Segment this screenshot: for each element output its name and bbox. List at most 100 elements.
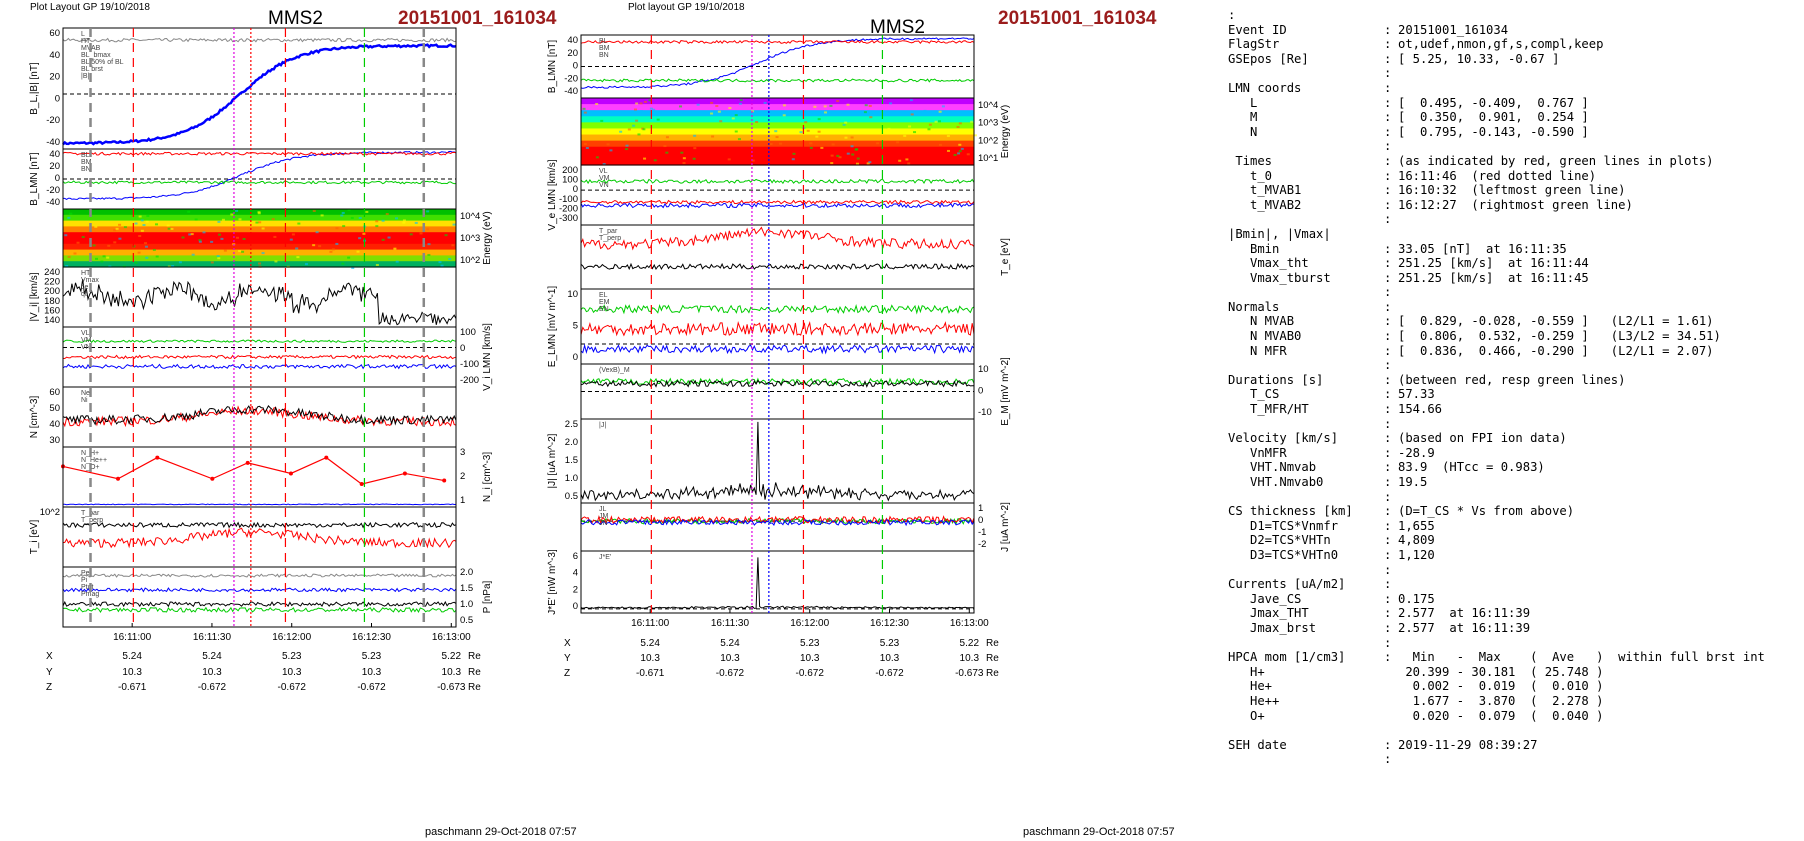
spectrogram-speckle bbox=[973, 134, 977, 137]
summary-colon: : bbox=[1384, 37, 1392, 52]
summary-key: D3=TCS*VHTn0 bbox=[1228, 547, 1339, 562]
spectrogram-speckle bbox=[65, 265, 69, 268]
spectrogram-speckle bbox=[717, 110, 721, 113]
summary-key: Times bbox=[1228, 153, 1273, 168]
spectrogram-speckle bbox=[958, 150, 962, 153]
y-axis-label: B_LMN [nT] bbox=[547, 40, 558, 94]
y-tick-label: -200 bbox=[559, 203, 578, 214]
spectrogram-speckle bbox=[779, 142, 783, 145]
legend-entry: BL bbox=[599, 38, 608, 45]
spectrogram-speckle bbox=[258, 262, 262, 265]
spectrogram-speckle bbox=[909, 99, 913, 102]
summary-row: He+ 0.002 - 0.019 ( 0.010 ) bbox=[1228, 679, 1798, 694]
summary-value: 20151001_161034 bbox=[1398, 22, 1509, 37]
summary-value: 2.577 at 16:11:39 bbox=[1398, 606, 1531, 621]
spectrogram-speckle bbox=[799, 131, 803, 134]
series-BL bbox=[62, 43, 457, 146]
spectrogram-speckle bbox=[876, 142, 880, 145]
series-BN bbox=[580, 39, 975, 45]
spectrogram-speckle bbox=[188, 233, 192, 236]
position-value: -0.671 bbox=[636, 668, 665, 679]
position-value: 5.23 bbox=[800, 638, 820, 649]
y-tick-label: 60 bbox=[49, 387, 60, 398]
summary-key: D2=TCS*VHTn bbox=[1228, 533, 1331, 548]
legend-entry: VN bbox=[599, 182, 609, 189]
spectrogram-speckle bbox=[682, 157, 686, 160]
series-point bbox=[442, 478, 447, 483]
spectrogram-speckle bbox=[402, 219, 406, 222]
spectrogram-speckle bbox=[934, 120, 938, 123]
summary-row: : bbox=[1228, 636, 1798, 651]
spectrogram-speckle bbox=[137, 251, 141, 254]
y-tick-label: 200 bbox=[44, 286, 60, 297]
panel-2-7: 2.5 2.0 1.5 1.0 0.5 |J| |J| [uA m^-2] bbox=[547, 418, 975, 504]
summary-colon: : bbox=[1384, 153, 1392, 168]
spectrogram-speckle bbox=[625, 144, 629, 147]
y-tick-label: -40 bbox=[564, 86, 578, 97]
spectrogram-speckle bbox=[426, 228, 430, 231]
summary-colon: : bbox=[1384, 635, 1392, 650]
legend-entry: T_par bbox=[599, 228, 618, 235]
y-axis-label: V_e LMN [km/s] bbox=[547, 159, 558, 230]
position-value: -0.672 bbox=[198, 682, 227, 693]
summary-key: Vmax_tht bbox=[1228, 256, 1309, 271]
legend-entry: J*E' bbox=[599, 554, 611, 561]
spectrogram-speckle bbox=[938, 143, 942, 146]
spectrogram-speckle bbox=[113, 229, 117, 232]
spectrogram-speckle bbox=[956, 125, 960, 128]
summary-key: He++ bbox=[1228, 693, 1280, 708]
spectrogram-band bbox=[63, 226, 456, 233]
spectrogram-speckle bbox=[710, 112, 714, 115]
spectrogram-speckle bbox=[304, 263, 308, 266]
position-value: 10.3 bbox=[720, 653, 740, 664]
spectrogram-speckle bbox=[167, 227, 171, 230]
spectrogram-speckle bbox=[643, 100, 647, 103]
summary-colon: : bbox=[1384, 737, 1392, 752]
spectrogram-speckle bbox=[365, 210, 369, 213]
summary-key: GSEpos [Re] bbox=[1228, 51, 1309, 66]
summary-row: : bbox=[1228, 66, 1798, 81]
legend-entry: VN bbox=[81, 344, 91, 351]
summary-row: D2=TCS*VHTn:4,809 bbox=[1228, 533, 1798, 548]
summary-key: LMN coords bbox=[1228, 80, 1302, 95]
spectrogram-speckle bbox=[682, 162, 686, 165]
legend-entry: JL bbox=[599, 506, 607, 513]
spectrogram-speckle bbox=[913, 131, 917, 134]
spectrogram-speckle bbox=[830, 154, 834, 157]
spectrogram-speckle bbox=[863, 111, 867, 114]
series-VN bbox=[62, 363, 457, 370]
footer-left: paschmann 29-Oct-2018 07:57 bbox=[425, 826, 577, 838]
spectrogram-speckle bbox=[791, 158, 795, 161]
summary-colon: : bbox=[1384, 562, 1392, 577]
x-tick-label: 16:12:00 bbox=[790, 618, 829, 629]
spectrogram-speckle bbox=[665, 151, 669, 154]
summary-key: Jmax_THT bbox=[1228, 606, 1309, 621]
y-axis-label: B_L,|B| [nT] bbox=[29, 62, 40, 115]
summary-row: SEH date:2019-11-29 08:39:27 bbox=[1228, 738, 1798, 753]
spectrogram-speckle bbox=[113, 241, 117, 244]
y-tick-label: 0.5 bbox=[565, 491, 578, 502]
summary-value: [ 0.829, -0.028, -0.559 ] (L2/L1 = 1.61) bbox=[1398, 314, 1714, 329]
summary-colon: : bbox=[1384, 445, 1392, 460]
summary-value: 0.175 bbox=[1398, 591, 1435, 606]
spectrogram-speckle bbox=[855, 162, 859, 165]
x-tick-label: 16:12:30 bbox=[352, 632, 391, 643]
spectrogram-speckle bbox=[739, 99, 743, 102]
spectrogram-speckle bbox=[836, 100, 840, 103]
spectrogram-speckle bbox=[235, 236, 239, 239]
y-tick-label: 60 bbox=[49, 28, 60, 39]
legend-entry: BM bbox=[81, 159, 92, 166]
summary-value: 1,655 bbox=[1398, 518, 1435, 533]
summary-row: H+ 20.399 - 30.181 ( 25.748 ) bbox=[1228, 665, 1798, 680]
summary-colon: : bbox=[1384, 387, 1392, 402]
y-tick-label: 100 bbox=[562, 175, 578, 186]
spectrogram-speckle bbox=[693, 147, 697, 150]
y-tick-label: 1.0 bbox=[565, 473, 578, 484]
position-value: 10.3 bbox=[960, 653, 980, 664]
spectrogram-band bbox=[581, 122, 974, 130]
spectrogram-speckle bbox=[320, 214, 324, 217]
legend-entry: (VexB)_M bbox=[599, 367, 630, 374]
series-|B| bbox=[62, 37, 457, 43]
y-tick-label: -100 bbox=[559, 194, 578, 205]
